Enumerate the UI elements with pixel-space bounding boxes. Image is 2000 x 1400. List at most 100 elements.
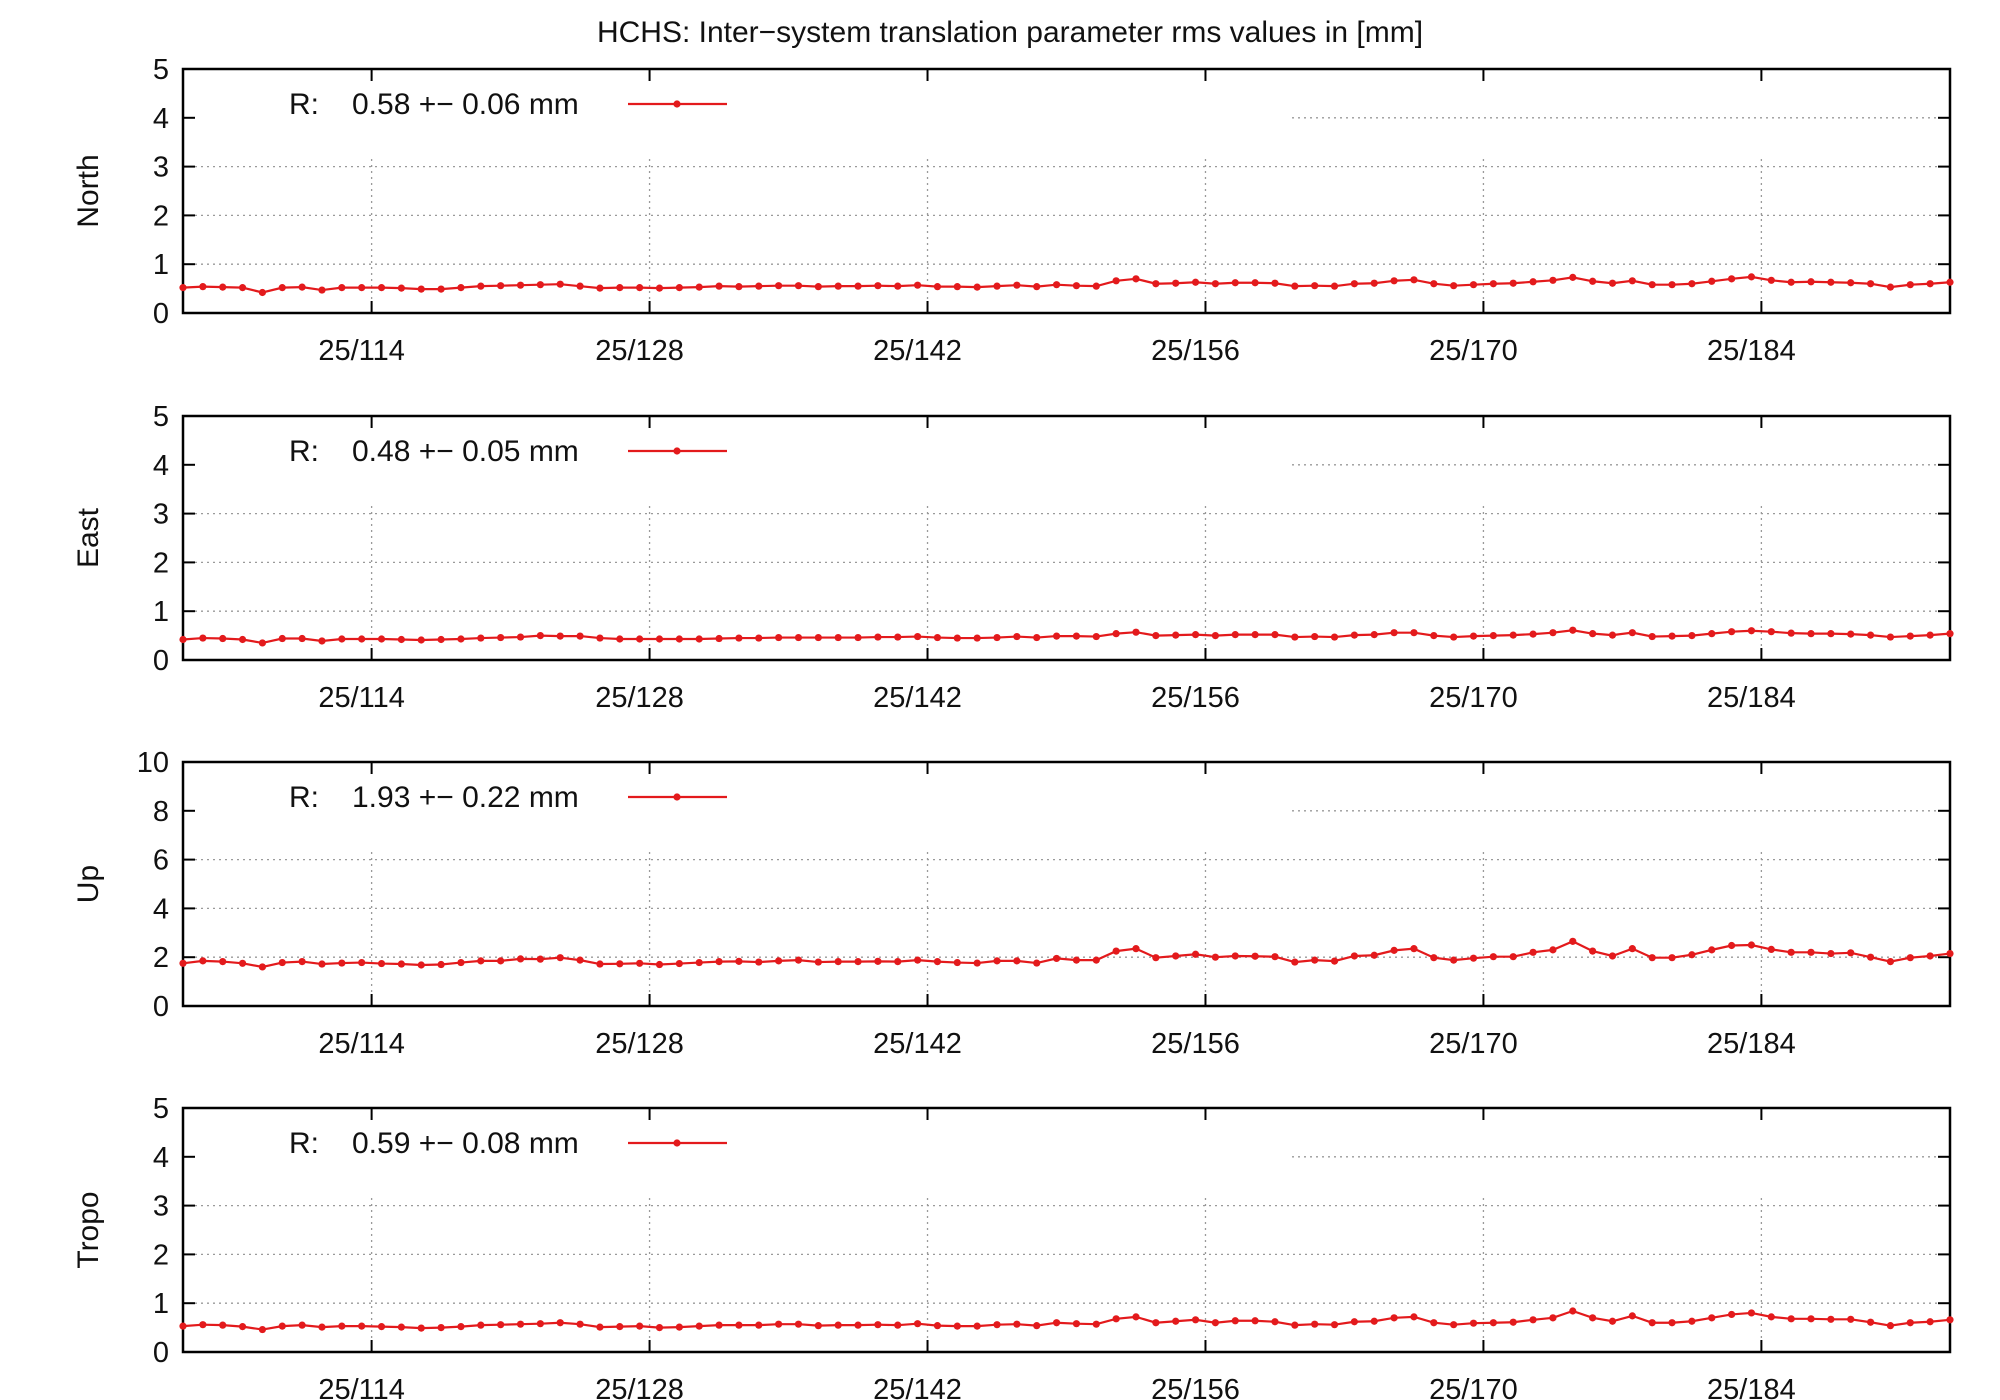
data-point [1350, 631, 1358, 639]
data-point [953, 958, 961, 967]
data-point [715, 957, 723, 966]
data-point [1311, 282, 1319, 290]
data-point [596, 634, 604, 642]
data-point [616, 960, 624, 968]
data-point [1410, 276, 1418, 284]
chart-panel-north: 0 1 2 3 4 5 25/114 25/128 25/142 25/156 25/170 25/1… [72, 54, 1954, 367]
y-tick-label: 0 [153, 298, 169, 330]
data-point [973, 959, 981, 967]
data-point [1112, 630, 1120, 638]
x-tick-label: 25/184 [1707, 1374, 1796, 1400]
data-point [1291, 1321, 1299, 1329]
data-point [219, 1321, 227, 1329]
data-point [814, 633, 822, 642]
x-tick-label: 25/184 [1707, 335, 1796, 367]
data-point [1013, 1320, 1021, 1328]
y-tick-label: 3 [153, 499, 169, 531]
data-point [596, 1323, 604, 1331]
data-point [1211, 953, 1220, 961]
data-point [497, 282, 505, 290]
data-point [1628, 1312, 1636, 1320]
data-point [576, 956, 584, 964]
data-point [973, 283, 981, 291]
data-point [238, 1323, 247, 1331]
data-point [794, 1320, 803, 1328]
data-point [1092, 632, 1100, 641]
data-point [1311, 956, 1319, 964]
y-tick-label: 8 [153, 796, 169, 828]
data-point [1608, 952, 1617, 960]
data-point [1132, 628, 1140, 636]
data-point [1946, 1316, 1954, 1324]
y-axis-label: East [72, 507, 105, 568]
data-point [596, 284, 604, 292]
data-point [1767, 628, 1775, 636]
data-point [616, 1323, 624, 1331]
data-point [695, 283, 703, 291]
data-point [1648, 281, 1656, 289]
data-point [1787, 278, 1795, 286]
data-point [1132, 1313, 1140, 1321]
legend-label-value: 0.59 +− 0.08 mm [352, 1127, 579, 1160]
data-point [1291, 633, 1299, 641]
data-point [1430, 1319, 1438, 1327]
data-point [199, 283, 207, 291]
data-point [1092, 1320, 1100, 1328]
data-point [1906, 1319, 1914, 1327]
data-point [1033, 283, 1041, 291]
data-point [1469, 281, 1478, 289]
data-point [1549, 946, 1557, 954]
data-point [596, 960, 604, 968]
data-point [516, 633, 525, 641]
figure-title: HCHS: Inter−system translation parameter… [597, 16, 1423, 49]
data-point [1370, 279, 1378, 287]
data-point [1330, 1321, 1339, 1329]
data-point [1529, 1316, 1537, 1324]
data-point [1092, 282, 1100, 290]
data-point [179, 959, 187, 967]
series-line [182, 275, 1951, 294]
x-tick-label: 25/142 [873, 335, 962, 367]
data-point [1886, 283, 1895, 291]
data-point [814, 1322, 822, 1330]
data-point [1410, 945, 1418, 953]
data-point [1489, 632, 1497, 640]
data-point [894, 957, 902, 966]
chart-panel-up: 0 2 4 6 8 10 25/114 25/128 25/142 25/156 25/170 25/… [72, 747, 1954, 1060]
data-point [1291, 282, 1299, 290]
data-point [834, 282, 842, 290]
data-point [1370, 951, 1378, 959]
data-point [1529, 948, 1537, 956]
data-point [735, 283, 743, 291]
data-point [1430, 954, 1438, 962]
x-tick-label: 25/128 [595, 1028, 684, 1060]
data-point [397, 960, 405, 968]
data-point [1847, 949, 1855, 957]
data-point [1370, 631, 1378, 639]
data-point [1926, 952, 1934, 960]
data-point [497, 957, 505, 965]
data-point [1410, 629, 1418, 637]
y-tick-label: 3 [153, 152, 169, 184]
data-point [933, 283, 942, 291]
data-point [1886, 633, 1895, 641]
data-point [1529, 630, 1537, 638]
data-point [1291, 958, 1299, 966]
data-point [556, 632, 564, 640]
y-tick-label: 5 [153, 401, 169, 433]
data-point [1231, 1317, 1239, 1325]
data-point [1112, 1315, 1120, 1323]
data-point [1827, 949, 1835, 958]
y-tick-label: 5 [153, 1093, 169, 1125]
data-point [755, 282, 763, 290]
data-point [1390, 1314, 1398, 1322]
data-point [1211, 1319, 1220, 1327]
data-point [457, 284, 465, 292]
x-tick-label: 25/156 [1151, 1028, 1240, 1060]
data-point [1767, 1313, 1775, 1321]
data-point [1529, 278, 1537, 286]
data-point [477, 1321, 485, 1329]
data-point [1191, 631, 1200, 639]
data-point [1688, 632, 1696, 640]
y-tick-label: 1 [153, 1288, 169, 1320]
